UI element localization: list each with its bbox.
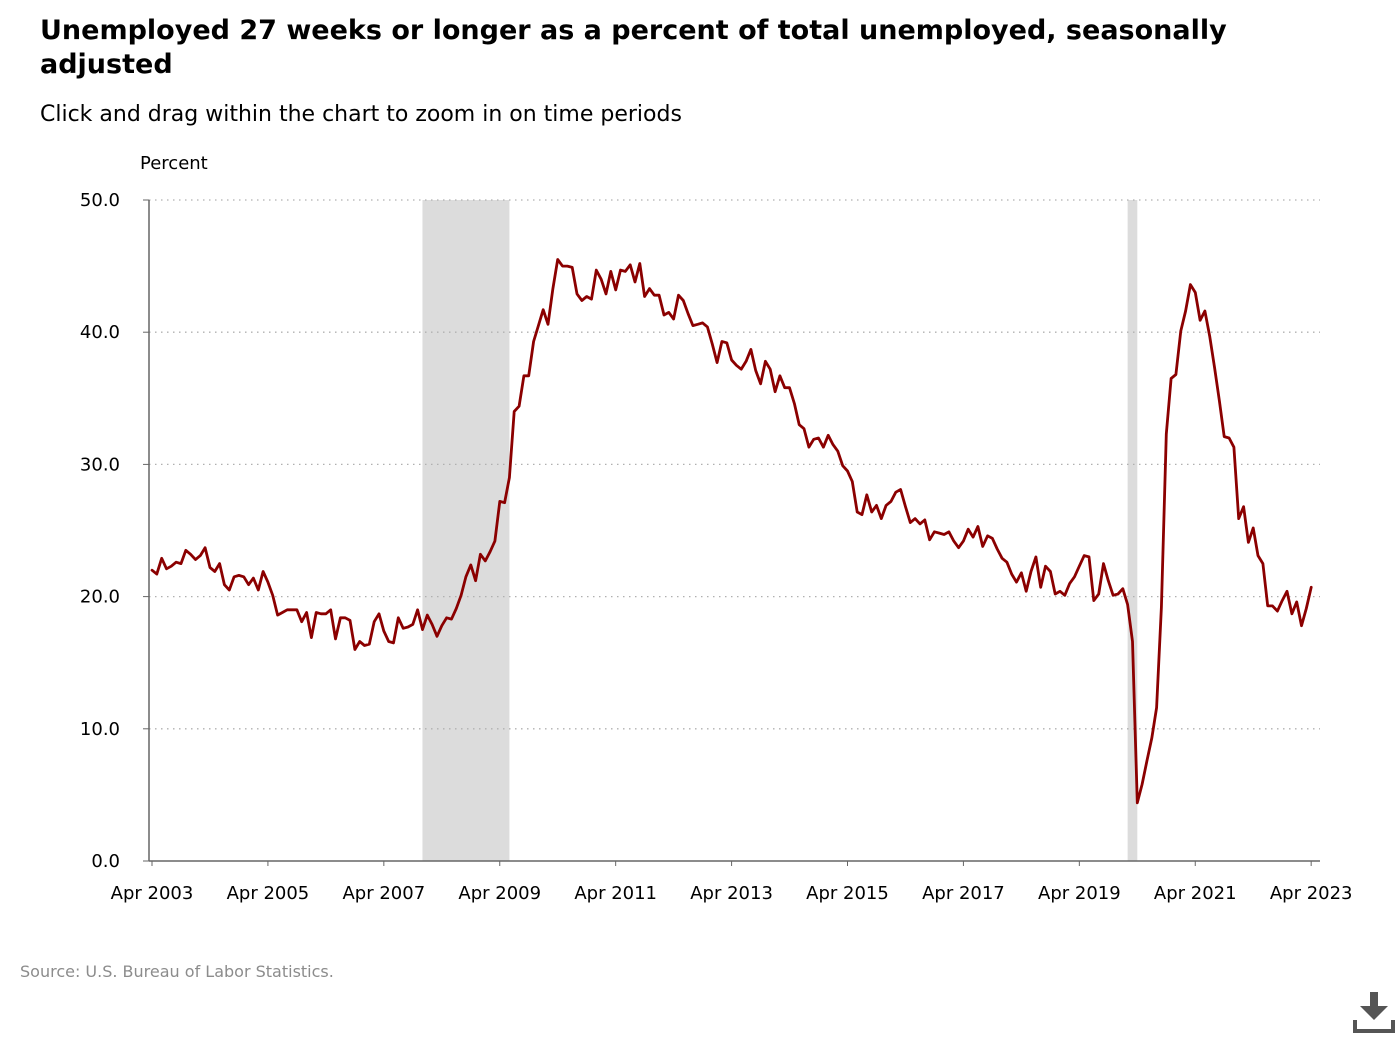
x-tick-label: Apr 2005 — [227, 883, 310, 904]
x-tick-label: Apr 2003 — [111, 883, 194, 904]
download-button[interactable] — [1352, 990, 1396, 1034]
y-tick-label: 10.0 — [80, 719, 120, 740]
y-tick-label: 0.0 — [91, 851, 120, 872]
axis-layer: 0.0 10.0 20.0 30.0 40.0 50.0 Apr 2003 Apr 2005 A… — [80, 190, 1353, 904]
y-tick-label: 20.0 — [80, 587, 120, 608]
chart-subtitle: Click and drag within the chart to zoom … — [40, 102, 682, 127]
grid-layer — [149, 199, 1320, 730]
download-icon — [1353, 992, 1395, 1033]
chart-area[interactable]: 0.0 10.0 20.0 30.0 40.0 50.0 Apr 2003 Apr 2005 A… — [0, 140, 1400, 920]
y-tick-label: 30.0 — [80, 454, 120, 475]
y-tick-label: 40.0 — [80, 322, 120, 343]
recession-shading-layer — [422, 200, 1138, 861]
x-tick-label: Apr 2013 — [690, 883, 773, 904]
x-tick-label: Apr 2021 — [1154, 883, 1237, 904]
data-series-line-1 — [150, 258, 1313, 805]
y-tick-label: 50.0 — [80, 190, 120, 211]
chart-title: Unemployed 27 weeks or longer as a perce… — [40, 15, 1227, 80]
recession-band-2 — [1127, 200, 1138, 861]
x-tick-label: Apr 2011 — [574, 883, 657, 904]
x-tick-label: Apr 2009 — [458, 883, 541, 904]
x-tick-label: Apr 2017 — [922, 883, 1005, 904]
x-tick-label: Apr 2007 — [342, 883, 425, 904]
x-tick-label: Apr 2023 — [1270, 883, 1353, 904]
line-chart[interactable]: 0.0 10.0 20.0 30.0 40.0 50.0 Apr 2003 Apr 2005 A… — [0, 140, 1400, 920]
series-layer — [150, 258, 1313, 805]
source-note: Source: U.S. Bureau of Labor Statistics. — [20, 962, 334, 981]
x-tick-label: Apr 2015 — [806, 883, 889, 904]
y-axis-label: Percent — [140, 153, 208, 174]
x-tick-label: Apr 2019 — [1038, 883, 1121, 904]
